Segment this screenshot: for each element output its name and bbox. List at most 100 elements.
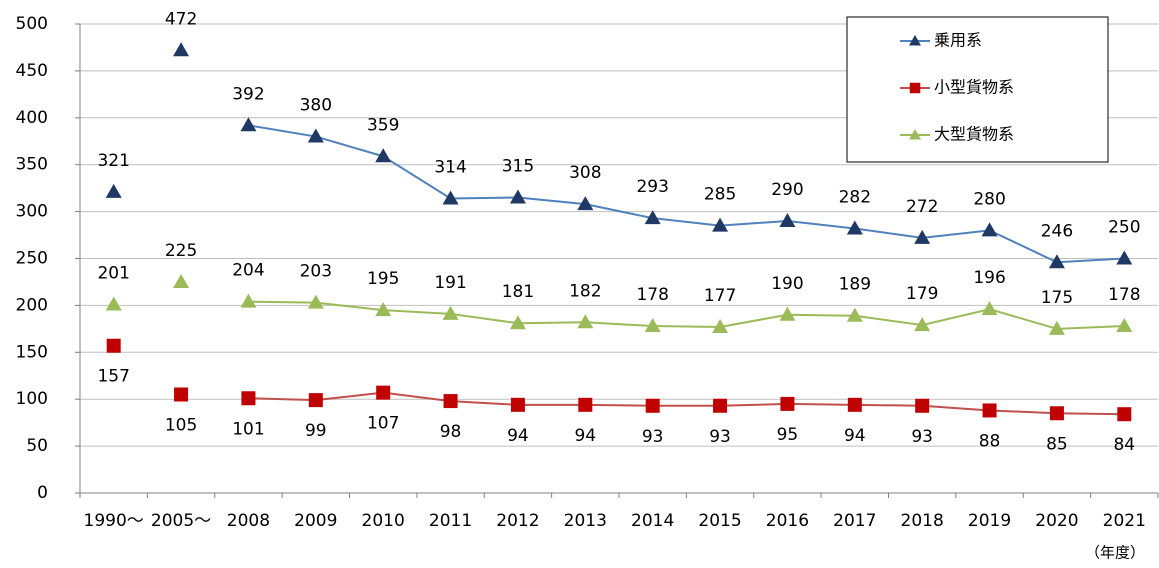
marker	[442, 305, 459, 320]
marker	[914, 317, 931, 332]
marker	[577, 314, 594, 329]
marker	[375, 302, 392, 317]
data-label: 179	[906, 284, 938, 304]
marker	[240, 117, 257, 132]
data-label: 392	[232, 84, 264, 104]
legend-marker	[909, 82, 921, 94]
marker	[981, 222, 998, 237]
marker	[645, 398, 660, 413]
data-label: 472	[165, 9, 197, 29]
data-label: 282	[839, 187, 871, 207]
y-tick-label: 350	[16, 155, 48, 175]
y-tick-label: 50	[26, 436, 48, 456]
data-label: 98	[440, 422, 462, 442]
data-label: 203	[300, 262, 332, 282]
data-label: 190	[771, 274, 803, 294]
legend-label: 大型貨物系	[934, 125, 1014, 144]
marker	[644, 210, 661, 225]
data-label: 189	[839, 275, 871, 295]
x-tick-label: 2009	[294, 511, 337, 531]
data-label: 94	[507, 426, 529, 446]
x-tick-label: 2014	[631, 511, 674, 531]
marker	[106, 338, 121, 353]
y-tick-label: 250	[16, 249, 48, 269]
data-label: 196	[973, 268, 1005, 288]
marker	[982, 403, 997, 418]
x-tick-label: 2021	[1103, 511, 1146, 531]
data-label: 157	[97, 367, 129, 387]
data-label: 178	[636, 285, 668, 305]
marker	[105, 183, 122, 198]
marker	[105, 296, 122, 311]
marker	[713, 398, 728, 413]
x-tick-label: 2012	[496, 511, 539, 531]
marker	[1117, 407, 1132, 422]
marker	[307, 294, 324, 309]
marker	[846, 220, 863, 235]
y-tick-label: 300	[16, 202, 48, 222]
y-tick-label: 150	[16, 342, 48, 362]
marker	[578, 397, 593, 412]
data-label: 191	[434, 273, 466, 293]
x-tick-label: 2016	[766, 511, 809, 531]
data-label: 93	[911, 427, 933, 447]
series-line	[248, 391, 1125, 416]
marker	[712, 217, 729, 232]
x-tick-label: 2015	[698, 511, 741, 531]
data-label: 94	[844, 426, 866, 446]
data-label: 285	[704, 185, 736, 205]
marker	[443, 394, 458, 409]
y-tick-label: 200	[16, 295, 48, 315]
marker	[173, 42, 190, 57]
data-label: 101	[232, 419, 264, 439]
data-label: 175	[1041, 288, 1073, 308]
data-label: 99	[305, 421, 327, 441]
marker	[779, 212, 796, 227]
data-label: 85	[1046, 434, 1068, 454]
data-label: 272	[906, 197, 938, 217]
data-label: 181	[502, 282, 534, 302]
data-label: 250	[1108, 218, 1140, 238]
marker	[914, 229, 931, 244]
data-label: 204	[232, 261, 264, 281]
data-label: 225	[165, 241, 197, 261]
marker	[577, 196, 594, 211]
x-tick-label: 2018	[901, 511, 944, 531]
legend-marker	[909, 129, 921, 140]
x-tick-label: 1990～	[84, 511, 144, 531]
x-tick-label: 2010	[362, 511, 405, 531]
marker	[307, 128, 324, 143]
series-line	[248, 124, 1125, 264]
data-label: 321	[97, 151, 129, 171]
data-label: 315	[502, 157, 534, 177]
x-tick-label: 2020	[1035, 511, 1078, 531]
marker	[779, 306, 796, 321]
y-tick-label: 0	[37, 483, 48, 503]
marker	[442, 190, 459, 205]
marker	[1116, 318, 1133, 333]
data-label: 308	[569, 163, 601, 183]
marker	[376, 385, 391, 400]
data-label: 84	[1113, 435, 1135, 455]
x-tick-label: 2005～	[151, 511, 211, 531]
x-tick-label: 2008	[227, 511, 270, 531]
data-label: 107	[367, 414, 399, 434]
data-label: 178	[1108, 285, 1140, 305]
y-tick-label: 500	[16, 14, 48, 34]
data-label: 93	[709, 427, 731, 447]
marker	[1049, 406, 1064, 421]
data-label: 94	[574, 426, 596, 446]
marker	[981, 301, 998, 316]
data-label: 246	[1041, 221, 1073, 241]
legend-box	[846, 16, 1109, 163]
x-tick-label: 2013	[564, 511, 607, 531]
marker	[509, 189, 526, 204]
marker	[509, 315, 526, 330]
data-label: 177	[704, 286, 736, 306]
marker	[644, 318, 661, 333]
data-label: 201	[97, 263, 129, 283]
x-tick-label: 2017	[833, 511, 876, 531]
marker	[712, 318, 729, 333]
y-tick-label: 450	[16, 61, 48, 81]
